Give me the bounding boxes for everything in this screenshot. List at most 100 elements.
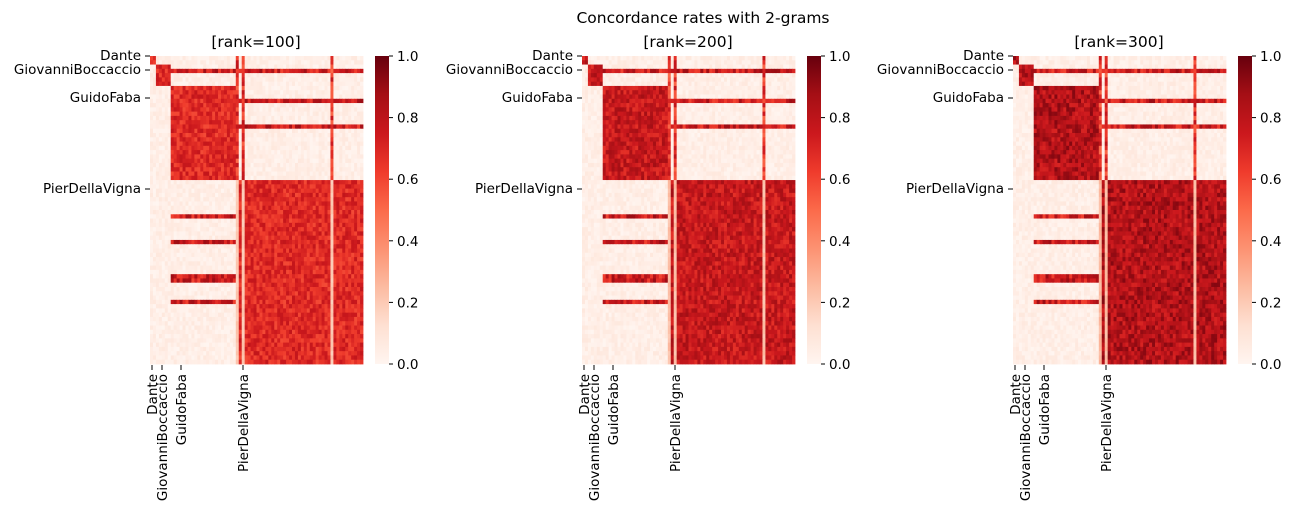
heatmap-cell — [223, 77, 228, 83]
heatmap-cell — [297, 295, 302, 301]
heatmap-cell — [280, 145, 284, 151]
heatmap-cell — [232, 269, 237, 275]
heatmap-cell — [155, 222, 160, 228]
heatmap-cell — [321, 274, 325, 279]
heatmap-cell — [259, 111, 263, 117]
heatmap-cell — [200, 214, 204, 219]
heatmap-cell — [315, 231, 320, 237]
heatmap-cell — [336, 167, 340, 172]
heatmap-cell — [354, 244, 358, 249]
heatmap-cell — [360, 90, 364, 95]
heatmap-cell — [194, 231, 198, 237]
heatmap-cell — [209, 231, 213, 237]
heatmap-cell — [342, 218, 346, 224]
heatmap-cell — [256, 205, 260, 211]
heatmap-cell — [262, 192, 266, 198]
heatmap-cell — [271, 227, 275, 232]
heatmap-cell — [360, 94, 364, 100]
heatmap-cell — [324, 158, 328, 164]
heatmap-cell — [167, 312, 172, 318]
heatmap-cell — [200, 162, 204, 168]
heatmap-cell — [277, 312, 281, 318]
heatmap-cell — [339, 235, 343, 241]
heatmap-cell — [155, 287, 160, 292]
heatmap-cell — [152, 257, 157, 262]
heatmap-cell — [238, 184, 243, 190]
heatmap-cell — [164, 278, 169, 284]
heatmap-cell — [158, 167, 163, 172]
heatmap-cell — [345, 124, 349, 130]
heatmap-cell — [185, 244, 189, 249]
heatmap-cell — [345, 158, 349, 164]
heatmap-cell — [256, 197, 260, 202]
heatmap-cell — [321, 158, 325, 164]
heatmap-cell — [348, 239, 352, 245]
heatmap-cell — [221, 338, 225, 344]
heatmap-cell — [206, 214, 210, 219]
heatmap-cell — [150, 90, 154, 95]
heatmap-cell — [203, 205, 207, 211]
heatmap-cell — [345, 81, 349, 87]
heatmap-cell — [179, 94, 183, 100]
heatmap-cell — [235, 325, 240, 331]
heatmap-cell — [235, 180, 240, 185]
heatmap-cell — [182, 334, 186, 339]
heatmap-cell — [327, 308, 331, 314]
heatmap-cell — [274, 103, 278, 108]
heatmap-cell — [339, 329, 343, 335]
heatmap-cell — [218, 128, 222, 134]
heatmap-cell — [259, 291, 263, 296]
heatmap-cell — [327, 103, 331, 108]
heatmap-cell — [306, 124, 311, 130]
heatmap-cell — [321, 231, 325, 237]
heatmap-cell — [294, 158, 299, 164]
heatmap-cell — [167, 124, 172, 130]
heatmap-cell — [158, 257, 163, 262]
heatmap-cell — [188, 73, 192, 78]
heatmap-cell — [152, 231, 157, 237]
heatmap-cell — [289, 90, 293, 95]
heatmap-cell — [203, 282, 207, 288]
heatmap-cell — [253, 346, 257, 352]
heatmap-cell — [315, 68, 320, 74]
heatmap-cell — [300, 201, 305, 207]
heatmap-cell — [318, 103, 322, 108]
heatmap-cell — [212, 64, 216, 70]
heatmap-cell — [268, 137, 272, 142]
heatmap-cell — [191, 291, 195, 296]
heatmap-cell — [297, 167, 302, 172]
heatmap-cell — [218, 316, 222, 322]
heatmap-cell — [253, 308, 257, 314]
heatmap-cell — [179, 141, 183, 147]
heatmap-cell — [351, 287, 355, 292]
heatmap-cell — [173, 287, 178, 292]
heatmap-cell — [250, 214, 254, 219]
heatmap-cell — [345, 73, 349, 78]
heatmap-cell — [223, 197, 228, 202]
heatmap-cell — [167, 227, 172, 232]
heatmap-cell — [256, 150, 260, 155]
heatmap-cell — [300, 304, 305, 309]
heatmap-cell — [226, 145, 231, 151]
heatmap-cell — [297, 141, 302, 147]
heatmap-cell — [306, 137, 311, 142]
heatmap-cell — [253, 167, 257, 172]
heatmap-cell — [173, 158, 178, 164]
heatmap-cell — [247, 287, 251, 292]
heatmap-cell — [348, 261, 352, 267]
heatmap-cell — [215, 239, 219, 245]
heatmap-cell — [294, 295, 299, 301]
heatmap-cell — [333, 308, 337, 314]
heatmap-cell — [218, 154, 222, 160]
heatmap-cell — [185, 222, 189, 228]
heatmap-cell — [303, 239, 308, 245]
heatmap-cell — [247, 239, 251, 245]
heatmap-cell — [194, 145, 198, 151]
heatmap-cell — [161, 205, 166, 211]
heatmap-cell — [283, 346, 287, 352]
heatmap-cell — [164, 304, 169, 309]
heatmap-cell — [244, 90, 249, 95]
heatmap-cell — [170, 334, 175, 339]
heatmap-cell — [339, 124, 343, 130]
heatmap-cell — [312, 321, 317, 326]
